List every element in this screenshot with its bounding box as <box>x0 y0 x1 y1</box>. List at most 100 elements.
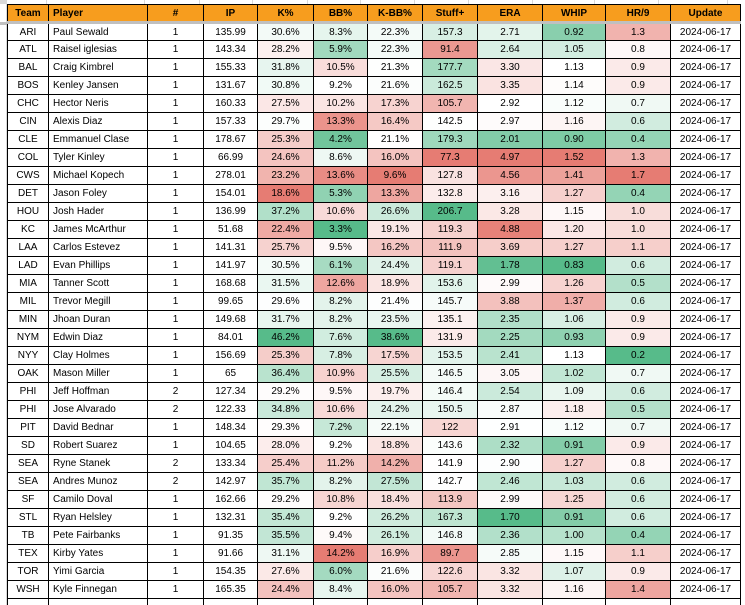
cell-kbbpct[interactable]: 26.6% <box>367 202 423 221</box>
cell-team[interactable]: SEA <box>7 472 49 491</box>
cell-ip[interactable]: 142.97 <box>203 472 258 491</box>
cell-kpct[interactable]: 23.2% <box>257 166 314 185</box>
cell-ip[interactable]: 91.66 <box>203 544 258 563</box>
cell-update[interactable]: 2024-06-17 <box>670 490 741 509</box>
cell-hr9[interactable]: 0.9 <box>605 562 671 581</box>
empty-cell[interactable] <box>48 598 148 605</box>
cell-kbbpct[interactable]: 21.1% <box>367 130 423 149</box>
cell-hr9[interactable]: 1.0 <box>605 202 671 221</box>
cell-team[interactable]: LAA <box>7 238 49 257</box>
cell-player[interactable]: Clay Holmes <box>48 346 148 365</box>
cell-kpct[interactable]: 25.7% <box>257 238 314 257</box>
cell-team[interactable]: SEA <box>7 454 49 473</box>
cell-kpct[interactable]: 29.3% <box>257 418 314 437</box>
cell-num[interactable]: 1 <box>147 292 204 311</box>
cell-ip[interactable]: 154.35 <box>203 562 258 581</box>
cell-stuff[interactable]: 146.8 <box>422 526 478 545</box>
cell-hr9[interactable]: 0.6 <box>605 382 671 401</box>
cell-stuff[interactable]: 127.8 <box>422 166 478 185</box>
cell-kbbpct[interactable]: 21.3% <box>367 58 423 77</box>
cell-ip[interactable]: 136.99 <box>203 202 258 221</box>
cell-team[interactable]: CWS <box>7 166 49 185</box>
cell-kpct[interactable]: 29.2% <box>257 382 314 401</box>
cell-bbpct[interactable]: 6.0% <box>313 562 368 581</box>
empty-cell[interactable] <box>7 598 49 605</box>
cell-hr9[interactable]: 1.1 <box>605 238 671 257</box>
cell-kpct[interactable]: 29.2% <box>257 490 314 509</box>
cell-whip[interactable]: 1.06 <box>542 310 606 329</box>
cell-kpct[interactable]: 22.4% <box>257 220 314 239</box>
cell-kbbpct[interactable]: 19.7% <box>367 382 423 401</box>
cell-bbpct[interactable]: 14.2% <box>313 544 368 563</box>
cell-whip[interactable]: 1.05 <box>542 40 606 59</box>
cell-team[interactable]: KC <box>7 220 49 239</box>
cell-ip[interactable]: 156.69 <box>203 346 258 365</box>
cell-stuff[interactable]: 150.5 <box>422 400 478 419</box>
cell-team[interactable]: PIT <box>7 418 49 437</box>
empty-cell[interactable] <box>422 598 478 605</box>
cell-bbpct[interactable]: 9.2% <box>313 436 368 455</box>
cell-hr9[interactable]: 0.5 <box>605 400 671 419</box>
header-kpct[interactable]: K% <box>257 4 314 24</box>
cell-kbbpct[interactable]: 18.8% <box>367 436 423 455</box>
cell-ip[interactable]: 91.35 <box>203 526 258 545</box>
cell-bbpct[interactable]: 10.6% <box>313 202 368 221</box>
cell-update[interactable]: 2024-06-17 <box>670 346 741 365</box>
cell-kpct[interactable]: 29.6% <box>257 292 314 311</box>
cell-team[interactable]: ARI <box>7 22 49 41</box>
cell-bbpct[interactable]: 7.6% <box>313 328 368 347</box>
cell-ip[interactable]: 122.33 <box>203 400 258 419</box>
cell-hr9[interactable]: 0.4 <box>605 130 671 149</box>
cell-kbbpct[interactable]: 14.2% <box>367 454 423 473</box>
cell-kpct[interactable]: 31.5% <box>257 274 314 293</box>
empty-cell[interactable] <box>605 598 671 605</box>
cell-update[interactable]: 2024-06-17 <box>670 58 741 77</box>
cell-bbpct[interactable]: 10.5% <box>313 58 368 77</box>
cell-ip[interactable]: 149.68 <box>203 310 258 329</box>
cell-team[interactable]: HOU <box>7 202 49 221</box>
cell-num[interactable]: 1 <box>147 40 204 59</box>
cell-kbbpct[interactable]: 22.3% <box>367 22 423 41</box>
cell-kbbpct[interactable]: 24.4% <box>367 256 423 275</box>
cell-update[interactable]: 2024-06-17 <box>670 544 741 563</box>
cell-whip[interactable]: 0.90 <box>542 130 606 149</box>
cell-player[interactable]: Trevor Megill <box>48 292 148 311</box>
cell-kbbpct[interactable]: 9.6% <box>367 166 423 185</box>
cell-whip[interactable]: 0.91 <box>542 508 606 527</box>
cell-update[interactable]: 2024-06-17 <box>670 310 741 329</box>
cell-hr9[interactable]: 0.2 <box>605 346 671 365</box>
cell-hr9[interactable]: 1.7 <box>605 166 671 185</box>
cell-kbbpct[interactable]: 16.9% <box>367 544 423 563</box>
cell-whip[interactable]: 0.93 <box>542 328 606 347</box>
cell-era[interactable]: 4.56 <box>477 166 543 185</box>
header-whip[interactable]: WHIP <box>542 4 606 24</box>
cell-stuff[interactable]: 119.3 <box>422 220 478 239</box>
cell-num[interactable]: 1 <box>147 238 204 257</box>
cell-stuff[interactable]: 132.8 <box>422 184 478 203</box>
cell-player[interactable]: Kyle Finnegan <box>48 580 148 599</box>
cell-ip[interactable]: 99.65 <box>203 292 258 311</box>
cell-team[interactable]: NYY <box>7 346 49 365</box>
cell-player[interactable]: Jhoan Duran <box>48 310 148 329</box>
cell-kpct[interactable]: 35.7% <box>257 472 314 491</box>
cell-stuff[interactable]: 119.1 <box>422 256 478 275</box>
cell-team[interactable]: BAL <box>7 58 49 77</box>
cell-stuff[interactable]: 162.5 <box>422 76 478 95</box>
cell-bbpct[interactable]: 10.2% <box>313 94 368 113</box>
cell-era[interactable]: 2.99 <box>477 274 543 293</box>
cell-bbpct[interactable]: 9.4% <box>313 526 368 545</box>
cell-whip[interactable]: 1.13 <box>542 58 606 77</box>
cell-era[interactable]: 2.36 <box>477 526 543 545</box>
empty-cell[interactable] <box>670 598 741 605</box>
cell-whip[interactable]: 1.07 <box>542 562 606 581</box>
cell-stuff[interactable]: 142.7 <box>422 472 478 491</box>
cell-num[interactable]: 1 <box>147 526 204 545</box>
cell-kbbpct[interactable]: 16.4% <box>367 112 423 131</box>
cell-kbbpct[interactable]: 17.3% <box>367 94 423 113</box>
cell-num[interactable]: 1 <box>147 436 204 455</box>
cell-era[interactable]: 2.97 <box>477 112 543 131</box>
cell-bbpct[interactable]: 11.2% <box>313 454 368 473</box>
cell-hr9[interactable]: 1.4 <box>605 580 671 599</box>
cell-player[interactable]: Jeff Hoffman <box>48 382 148 401</box>
cell-update[interactable]: 2024-06-17 <box>670 40 741 59</box>
